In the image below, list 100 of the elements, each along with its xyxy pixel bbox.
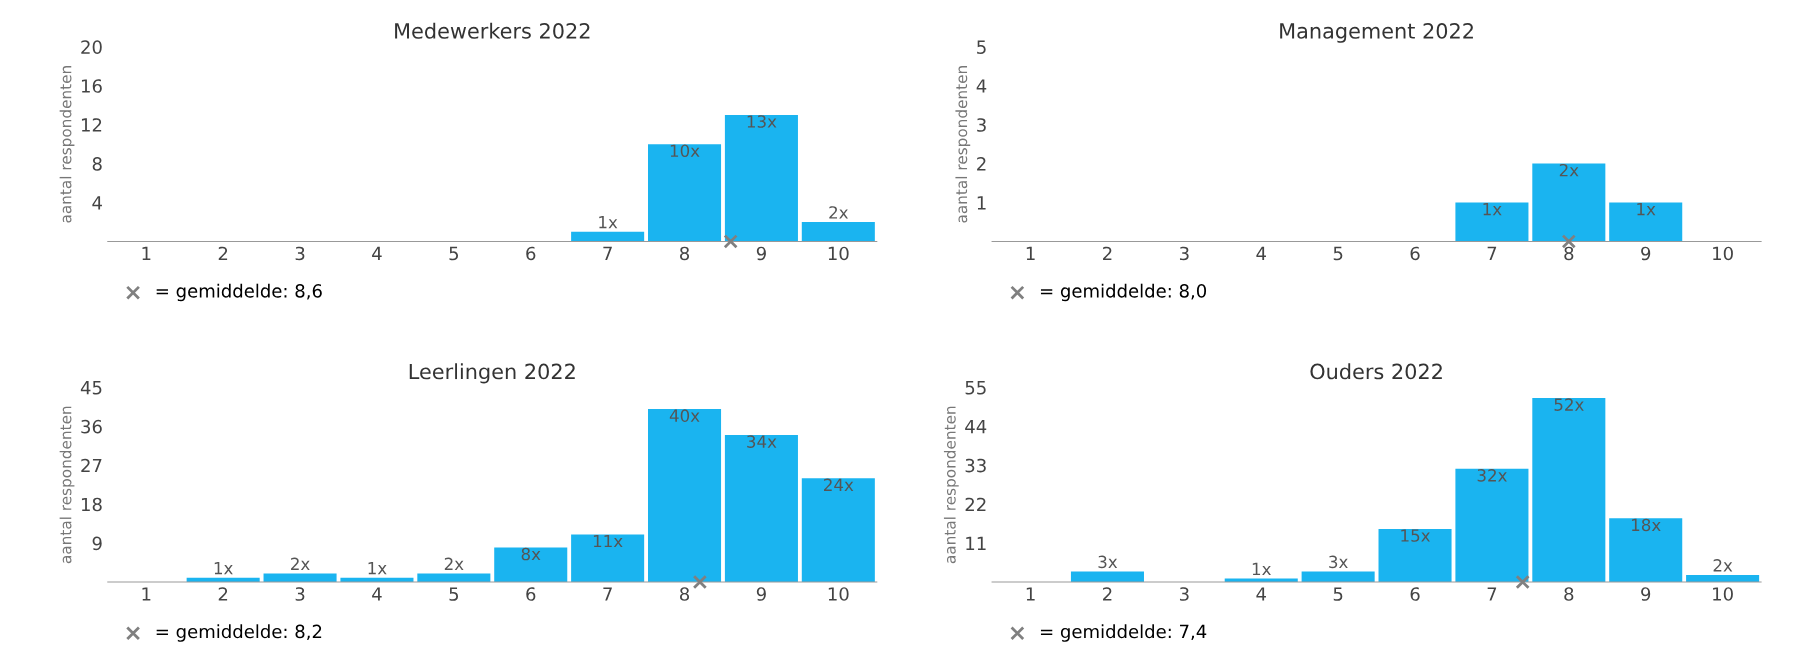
x-tick-label: 5 [449,587,459,601]
bar [1301,571,1375,583]
x-tick-label: 5 [449,246,459,261]
x-tick-label: 10 [1713,587,1733,601]
x-tick-label: 4 [372,246,382,261]
y-tick-label: 2 [977,157,986,171]
data-label: 40x [669,409,700,422]
x-tick-label: 1 [1026,587,1035,601]
data-label: 13x [747,115,777,128]
y-tick-label: 8 [92,157,102,171]
data-label: 8x [521,547,541,561]
data-label: 1x [368,562,387,575]
y-tick-label: 5 [977,40,986,54]
legend-label: = gemiddelde: 8,6 [156,283,322,302]
chart-title: Ouders 2022 [1310,363,1442,380]
y-tick-label: 45 [80,381,102,395]
x-tick-label: 6 [1410,587,1420,601]
bar [801,221,875,242]
bar [648,409,722,583]
data-label: 2x [829,206,849,219]
x-tick-label: 4 [1256,246,1266,261]
x-tick-label: 8 [1564,587,1574,601]
x-tick-label: 2 [218,246,228,261]
x-tick-label: 1 [142,246,151,261]
data-label: 32x [1477,469,1507,482]
bar [1070,571,1144,583]
x-tick-label: 4 [372,587,382,601]
y-tick-label: 27 [81,458,102,473]
data-label: 10x [670,144,700,158]
y-axis-title: aantal respondenten [943,406,959,564]
y-axis-title: aantal respondenten [59,406,75,564]
data-label: 1x [1483,203,1502,216]
data-label: 2x [444,557,464,570]
data-label: 18x [1632,518,1661,532]
y-tick-label: 9 [92,536,102,551]
x-tick-label: 3 [1179,246,1189,261]
x-tick-label: 7 [603,587,612,601]
bar [1455,468,1529,583]
y-tick-label: 4 [976,79,987,93]
x-tick-label: 10 [828,587,849,601]
bar [1609,518,1683,583]
x-tick-label: 2 [1103,587,1112,601]
data-label: 2x [291,557,310,570]
y-tick-label: 55 [965,381,986,395]
x-tick-label: 8 [1564,246,1574,261]
x-tick-label: 7 [1487,246,1497,261]
chart-title: Management 2022 [1280,23,1473,43]
x-tick-label: 4 [1256,587,1266,601]
x-tick-label: 6 [526,246,536,261]
x-tick-label: 3 [1179,587,1189,601]
chart-title: Leerlingen 2022 [409,363,575,384]
y-axis-title: aantal respondenten [955,66,971,223]
bar [571,534,645,583]
y-tick-label: 3 [977,118,986,132]
x-tick-label: 3 [295,246,305,261]
legend-label: = gemiddelde: 8,2 [156,624,322,642]
data-label: 11x [593,534,623,548]
x-tick-label: 2 [1103,246,1112,261]
bar [263,573,337,583]
data-label: 1x [214,562,233,575]
y-tick-label: 36 [81,419,102,434]
bar [571,231,645,242]
bar [1532,398,1606,583]
data-label: 1x [1252,562,1271,576]
x-tick-label: 9 [1641,587,1651,601]
x-tick-label: 1 [1026,246,1035,261]
data-label: 2x [1713,559,1733,572]
bar [417,573,491,583]
y-tick-label: 12 [81,118,102,132]
x-tick-label: 6 [1410,246,1420,261]
y-tick-label: 22 [965,497,986,512]
x-tick-label: 1 [142,587,151,601]
x-tick-label: 5 [1333,246,1343,261]
y-axis-title: aantal respondenten [59,66,75,223]
bar [494,547,568,583]
data-label: 1x [1637,203,1656,216]
x-tick-label: 6 [526,587,536,601]
y-tick-label: 18 [81,497,102,512]
x-tick-label: 5 [1333,587,1343,601]
bar [1378,528,1452,583]
x-tick-label: 7 [1487,587,1497,601]
data-label: 1x [599,216,618,229]
bar [801,478,875,583]
x-tick-label: 10 [1713,246,1733,261]
x-tick-label: 7 [603,246,612,261]
y-tick-label: 4 [92,196,102,210]
data-label: 52x [1554,398,1584,411]
x-tick-label: 9 [756,246,766,261]
y-tick-label: 33 [965,458,986,473]
data-label: 15x [1401,529,1431,542]
data-label: 3x [1329,555,1348,569]
x-tick-label: 9 [756,587,766,601]
bar [648,144,722,242]
x-tick-label: 3 [295,587,305,601]
x-tick-label: 9 [1641,246,1651,261]
x-tick-label: 2 [218,587,228,601]
y-tick-label: 16 [81,79,102,93]
x-tick-label: 8 [680,246,690,261]
y-tick-label: 20 [81,40,102,54]
y-tick-label: 11 [966,536,986,550]
